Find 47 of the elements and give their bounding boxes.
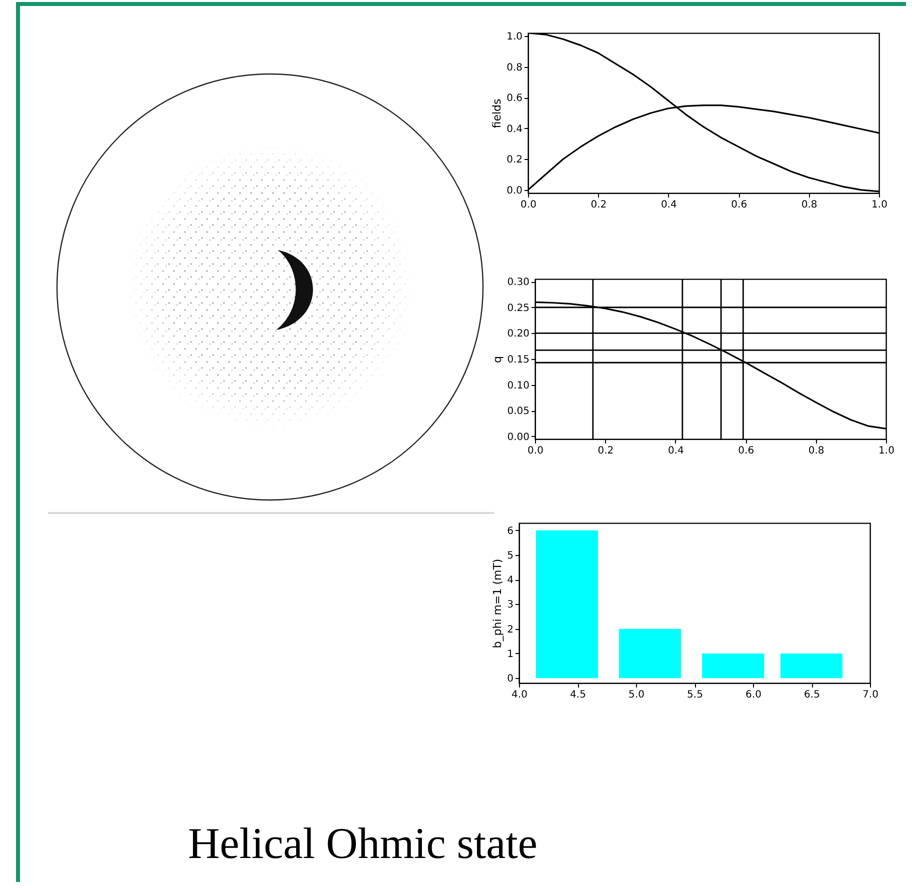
- x-tick-label: 4.0: [512, 690, 528, 700]
- y-axis-title: b_phi m=1 (mT): [491, 558, 504, 648]
- x-tick-label: 7.0: [862, 690, 878, 700]
- y-tick-label: 0.6: [506, 93, 522, 104]
- y-tick-label: 0.4: [506, 124, 522, 135]
- bar: [780, 653, 842, 678]
- bar: [536, 530, 598, 678]
- y-tick-label: 0.20: [507, 328, 530, 340]
- bar: [619, 628, 682, 678]
- y-tick-label: 5: [507, 550, 514, 562]
- x-tick-label: 0.6: [731, 200, 748, 210]
- y-axis-title: fields: [490, 98, 504, 128]
- y-tick-label: 6: [507, 526, 514, 537]
- y-tick-label: 1.0: [506, 32, 522, 43]
- y-tick-label: 0.2: [506, 154, 522, 166]
- x-tick-label: 0.0: [520, 200, 536, 210]
- x-tick-label: 0.4: [660, 200, 677, 210]
- x-tick-label: 1.0: [872, 200, 888, 210]
- x-tick-label: 0.0: [528, 446, 544, 456]
- y-tick-label: 0.00: [507, 432, 530, 443]
- x-tick-label: 0.2: [598, 446, 614, 456]
- y-tick-label: 0: [507, 674, 514, 685]
- x-tick-label: 1.0: [878, 446, 894, 456]
- y-tick-label: 0.15: [507, 354, 530, 366]
- x-tick-label: 0.4: [668, 446, 684, 456]
- y-tick-label: 1: [507, 648, 514, 660]
- bar: [702, 653, 764, 678]
- x-tick-label: 0.8: [801, 200, 818, 210]
- x-tick-label: 0.2: [590, 200, 607, 210]
- y-tick-label: 2: [507, 624, 514, 636]
- y-tick-label: 0.05: [507, 406, 530, 418]
- y-tick-label: 0.25: [507, 302, 530, 314]
- y-tick-label: 0.0: [506, 185, 522, 196]
- x-tick-label: 6.0: [746, 690, 762, 700]
- y-tick-label: 4: [507, 575, 514, 586]
- y-axis-title: q: [491, 356, 504, 363]
- x-tick-label: 5.5: [687, 690, 703, 700]
- y-tick-label: 0.10: [507, 380, 530, 392]
- y-tick-label: 0.30: [507, 277, 530, 288]
- x-tick-label: 0.6: [738, 446, 754, 456]
- x-tick-label: 6.5: [804, 690, 820, 700]
- x-tick-label: 5.0: [628, 690, 644, 700]
- y-tick-label: 0.8: [506, 62, 522, 74]
- text: Helical Ohmic state: [188, 818, 538, 869]
- x-tick-label: 4.5: [570, 690, 586, 700]
- y-tick-label: 3: [507, 600, 514, 611]
- x-tick-label: 0.8: [808, 446, 824, 456]
